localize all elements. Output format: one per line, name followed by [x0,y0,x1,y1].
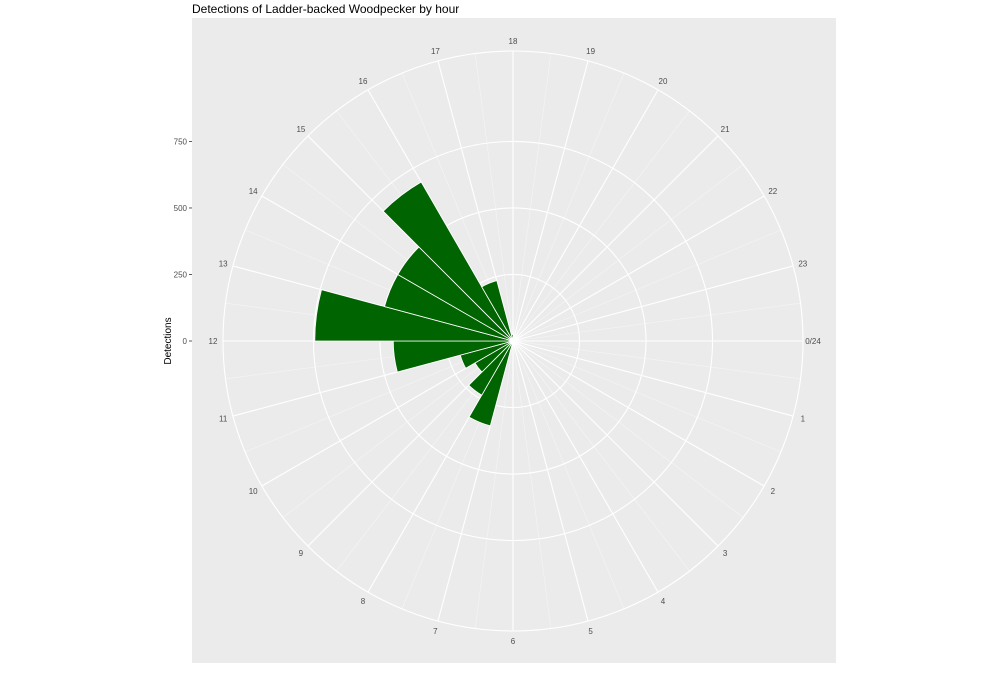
radial-gridline [512,60,589,342]
hour-label: 9 [299,549,304,558]
minor-radial-gridline [474,53,514,342]
bar-hour-17 [510,333,514,342]
bar-hour-12 [314,289,514,342]
y-tick-label: 0 [183,337,188,346]
hour-label: 5 [588,627,593,636]
radial-gridline [512,340,765,487]
hour-label: 8 [361,597,366,606]
hour-label: 11 [219,415,228,424]
bar-hour-15 [382,181,514,342]
minor-radial-gridline [512,110,690,342]
minor-radial-gridline [512,340,552,629]
hour-label: 2 [771,487,776,496]
y-tick-label: 750 [174,137,188,146]
minor-radial-gridline [282,340,514,518]
minor-radial-gridline [512,340,690,572]
bar-hour-7 [468,340,514,427]
hour-label: 20 [659,77,668,86]
minor-radial-gridline [512,340,625,610]
hour-label: 4 [661,597,666,606]
bar-hour-16 [481,280,514,342]
y-axis-label: Detections [163,317,174,364]
hour-label: 13 [219,259,228,268]
hour-label: 14 [249,187,258,196]
outer-circle [222,50,804,632]
radial-gridline [512,340,794,417]
radial-gridline [512,135,719,342]
bars-layer [314,181,514,427]
hour-label: 23 [798,259,807,268]
hour-label: 17 [431,47,440,56]
radial-gridline [512,89,659,342]
y-tick-label: 250 [174,270,188,279]
hour-label: 22 [768,187,777,196]
radial-gridline [512,340,659,593]
minor-radial-gridline [512,229,782,342]
hour-label: 7 [433,627,438,636]
minor-radial-gridline [512,302,801,342]
minor-radial-gridline [512,53,552,342]
bar-hour-8 [468,340,514,396]
hour-labels: 0/24123456789101112131415161718192021222… [209,37,822,646]
radial-gridline [512,195,765,342]
radial-gridline [512,340,719,547]
hour-label: 15 [296,125,305,134]
radial-gridline [512,340,589,622]
y-tick-label: 500 [174,204,188,213]
hour-label: 18 [509,37,518,46]
hour-label: 12 [209,337,218,346]
hour-label: 0/24 [805,337,821,346]
hour-label: 21 [721,125,730,134]
hour-label: 6 [511,637,516,646]
minor-radial-gridline [512,72,625,342]
minor-radial-gridline [512,340,744,518]
hour-label: 1 [801,415,806,424]
minor-radial-gridline [474,340,514,629]
chart-title: Detections of Ladder-backed Woodpecker b… [192,2,460,16]
minor-radial-gridline [512,164,744,342]
hour-label: 16 [359,77,368,86]
hour-label: 10 [249,487,258,496]
radial-gridline [512,265,794,342]
minor-radial-gridline [512,340,782,453]
radial-axis: 0 250 500 750 [174,137,192,346]
hour-label: 3 [723,549,728,558]
circular-gridline [312,140,714,542]
hour-label: 19 [586,47,595,56]
minor-radial-gridline [512,340,801,380]
